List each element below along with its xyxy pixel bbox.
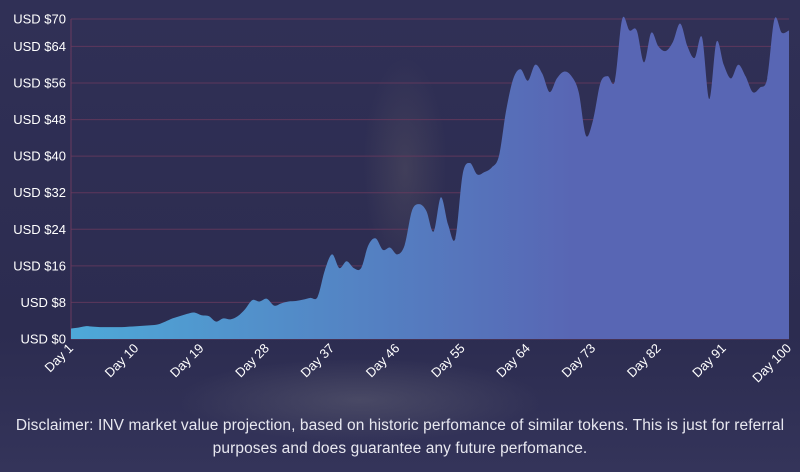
- y-tick-label: USD $16: [13, 258, 66, 273]
- y-tick-label: USD $64: [13, 39, 66, 54]
- series-area: [71, 16, 789, 339]
- y-tick-label: USD $0: [20, 332, 66, 347]
- x-tick-label: Day 37: [297, 341, 337, 381]
- y-tick-label: USD $8: [20, 295, 66, 310]
- x-tick-label: Day 64: [493, 341, 533, 381]
- y-tick-label: USD $48: [13, 112, 66, 127]
- x-tick-label: Day 91: [689, 341, 729, 381]
- x-tick-label: Day 82: [624, 341, 664, 381]
- y-tick-label: USD $56: [13, 76, 66, 91]
- x-tick-label: Day 100: [749, 341, 794, 386]
- y-tick-label: USD $40: [13, 149, 66, 164]
- disclaimer-text: Disclaimer: INV market value projection,…: [15, 417, 785, 457]
- x-tick-label: Day 46: [363, 341, 403, 381]
- y-tick-label: USD $32: [13, 185, 66, 200]
- x-tick-label: Day 19: [167, 341, 207, 381]
- x-tick-label: Day 55: [428, 341, 468, 381]
- y-tick-label: USD $70: [13, 12, 66, 27]
- y-tick-label: USD $24: [13, 222, 66, 237]
- x-tick-label: Day 28: [232, 341, 272, 381]
- x-tick-label: Day 73: [559, 341, 599, 381]
- x-tick-label: Day 10: [102, 341, 142, 381]
